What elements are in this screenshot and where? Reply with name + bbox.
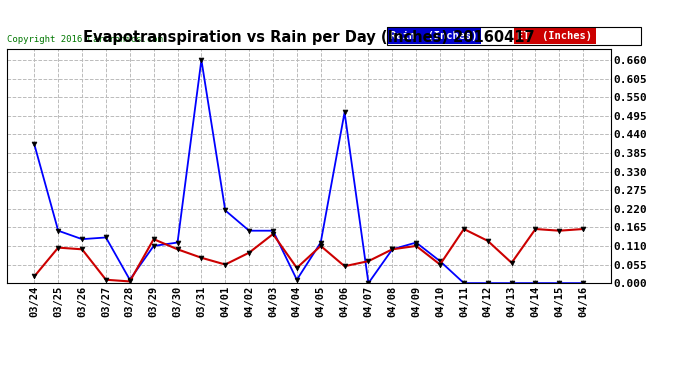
Text: ET  (Inches): ET (Inches) [517, 31, 592, 41]
Text: Copyright 2016 Cartronics.com: Copyright 2016 Cartronics.com [7, 35, 163, 44]
Text: Rain  (Inches): Rain (Inches) [391, 31, 477, 41]
Title: Evapotranspiration vs Rain per Day (Inches) 20160417: Evapotranspiration vs Rain per Day (Inch… [83, 30, 535, 45]
